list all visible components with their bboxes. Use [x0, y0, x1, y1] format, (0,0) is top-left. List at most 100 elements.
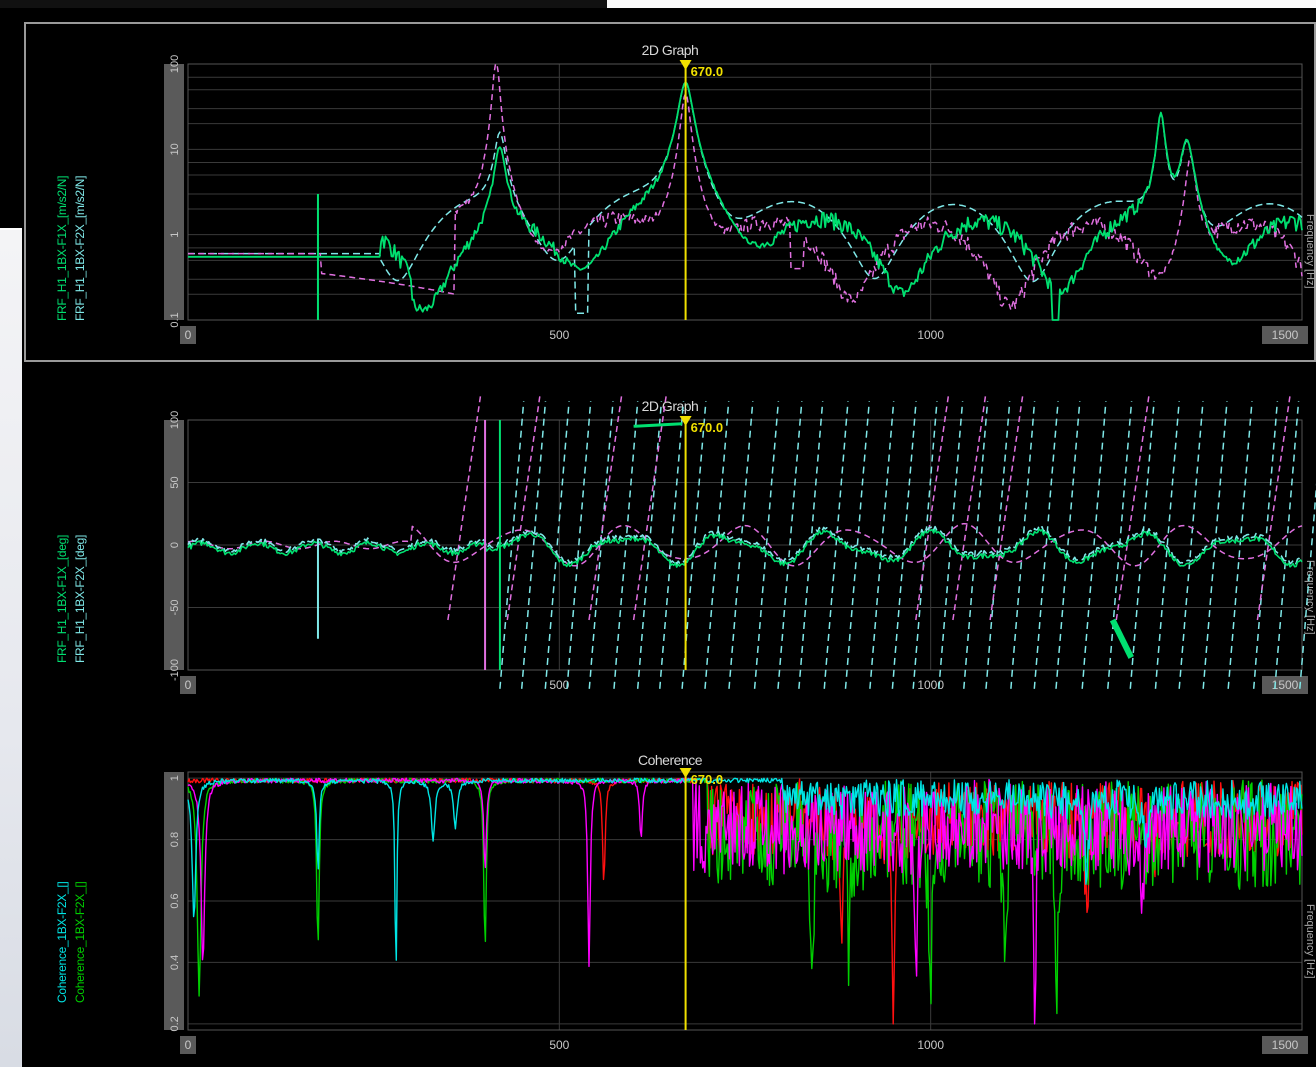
- y-axis-label-a: FRF_H1_1BX-F1X_[deg]: [55, 534, 69, 663]
- series-phase-wrap: [1107, 401, 1133, 689]
- coherence-plot[interactable]: 1 0.8 0.6 0.4 0.2 0 500 1000 1500 670.0: [142, 762, 1314, 1062]
- series-phase-wrap: [613, 401, 639, 689]
- panel-title: Coherence: [638, 752, 703, 768]
- plot-border: [187, 771, 1303, 1031]
- y-axis-label-b: FRF_H1_1BX-F2X_[deg]: [73, 534, 87, 663]
- series-frf-1bx-f1x-alt: [188, 63, 1303, 311]
- y-tick-label: 0.8: [169, 832, 181, 847]
- series-phase-f2x: [187, 525, 1303, 565]
- plot-border: [187, 419, 1303, 671]
- y-tick-label: 100: [169, 411, 181, 429]
- series-phase-wrap-alt: [1115, 394, 1150, 621]
- series-phase-wrap: [636, 401, 663, 689]
- cursor-marker-icon[interactable]: [679, 60, 692, 70]
- series-phase-wrap: [823, 401, 849, 689]
- x-tick-box: [1262, 676, 1308, 694]
- y-tick-label: 10: [169, 143, 181, 155]
- series-frf-1bx-f2x: [188, 81, 1303, 314]
- x-tick-label: 1000: [917, 328, 944, 342]
- y-tick-label: 1: [169, 232, 181, 238]
- series-phase-wrap: [1081, 401, 1107, 689]
- series-phase-wrap: [1154, 401, 1180, 689]
- y-tick-label: 0.4: [169, 955, 181, 970]
- series-phase-blob: [1109, 618, 1134, 659]
- series-phase-wrap: [1055, 401, 1081, 689]
- series-phase-wrap: [912, 401, 938, 689]
- plot-border: [187, 63, 1303, 321]
- coherence-panel[interactable]: Coherence Coherence_1BX-F2X_[] Coherence…: [24, 740, 1316, 1065]
- frf-phase-panel[interactable]: 2D Graph FRF_H1_1BX-F1X_[deg] FRF_H1_1BX…: [24, 380, 1316, 700]
- x-tick-box: [180, 326, 196, 344]
- x-tick-label: 0: [185, 1038, 192, 1052]
- x-tick-box: [1262, 1036, 1308, 1054]
- series-phase-wrap: [1252, 401, 1279, 689]
- y-tick-label: 0.6: [169, 893, 181, 908]
- series-phase-wrap-alt: [989, 394, 1024, 621]
- series-phase-f1x-alt: [187, 523, 1303, 567]
- x-tick-label: 1500: [1272, 328, 1299, 342]
- y-tick-box: [164, 772, 184, 1030]
- y-tick-box: [164, 64, 184, 320]
- series-phase-wrap: [499, 401, 525, 689]
- cursor-marker-icon[interactable]: [679, 416, 692, 426]
- series-phase-wrap-alt: [588, 394, 623, 621]
- series-phase-wrap: [520, 401, 547, 689]
- y-tick-label: 100: [169, 55, 181, 73]
- series-phase-wrap: [753, 401, 780, 689]
- series-frf-1bx-f1x: [188, 81, 1303, 321]
- series-phase-wrap: [1202, 401, 1228, 689]
- x-tick-label: 1000: [917, 1038, 944, 1052]
- cursor-value-label: 670.0: [691, 420, 724, 435]
- desktop-edge: [0, 230, 24, 1067]
- cursor-marker-icon[interactable]: [679, 768, 692, 778]
- y-axis-label-a: FRF_H1_1BX-F1X_[m/s2/N]: [55, 175, 69, 321]
- series-phase-wrap: [728, 401, 754, 689]
- cursor-value-label: 670.0: [691, 772, 724, 787]
- x-tick-box: [180, 676, 196, 694]
- series-phase-wrap: [1178, 401, 1204, 689]
- y-tick-label: -100: [169, 659, 181, 681]
- frf-magnitude-panel[interactable]: 2D Graph FRF_H1_1BX-F1X_[m/s2/N] FRF_H1_…: [24, 22, 1316, 362]
- panel-title: 2D Graph: [641, 42, 699, 58]
- x-tick-box: [180, 1036, 196, 1054]
- x-tick-label: 500: [549, 678, 569, 692]
- series-phase-wrap-alt: [1256, 394, 1291, 621]
- series-phase-wrap: [659, 401, 685, 689]
- panel-title: 2D Graph: [641, 398, 699, 414]
- x-tick-label: 1000: [917, 678, 944, 692]
- series-phase-f1x: [187, 528, 1303, 568]
- background-window-titlebar: [0, 0, 607, 8]
- series-coherence-cyan: [187, 777, 1303, 961]
- x-tick-label: 1500: [1272, 1038, 1299, 1052]
- series-phase-wrap: [1129, 401, 1155, 689]
- series-phase-wrap: [844, 401, 871, 689]
- series-phase-wrap: [544, 401, 570, 689]
- y-tick-label: 1: [169, 775, 181, 781]
- series-phase-wrap: [985, 401, 1011, 689]
- series-phase-wrap-alt: [632, 394, 668, 621]
- series-phase-wrap-alt: [506, 394, 541, 621]
- series-coherence-green: [187, 777, 1303, 1015]
- cursor-value-label: 670.0: [691, 64, 724, 79]
- y-tick-label: -50: [169, 600, 181, 616]
- y-tick-label: 0.1: [169, 312, 181, 327]
- series-phase-wrap: [588, 401, 614, 689]
- series-phase-wrap-alt: [915, 394, 950, 621]
- series-phase-wrap: [891, 401, 917, 689]
- series-phase-wrap: [1010, 401, 1036, 689]
- y-axis-label-b: Coherence_1BX-F2X_[]: [73, 881, 87, 1003]
- magnitude-plot[interactable]: 100 10 1 0.1 0 500 1000 1500 670.0: [142, 52, 1314, 352]
- y-tick-box: [164, 420, 184, 670]
- x-tick-label: 500: [549, 328, 569, 342]
- x-tick-label: 500: [549, 1038, 569, 1052]
- y-tick-label: 0: [169, 542, 181, 548]
- series-phase-wrap: [566, 401, 592, 689]
- series-phase-wrap: [1299, 483, 1316, 689]
- y-axis-label-a: Coherence_1BX-F2X_[]: [55, 881, 69, 1003]
- y-tick-label: 50: [169, 476, 181, 488]
- y-axis-label-b: FRF_H1_1BX-F2X_[m/s2/N]: [73, 175, 87, 321]
- series-phase-wrap: [777, 401, 803, 689]
- series-phase-wrap: [963, 401, 989, 689]
- series-phase-wrap-alt: [952, 394, 987, 621]
